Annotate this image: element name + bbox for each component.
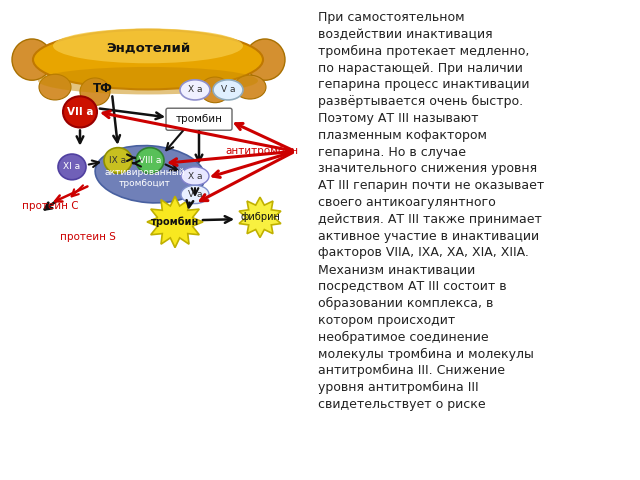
Text: X а: X а xyxy=(188,85,202,95)
Circle shape xyxy=(63,96,97,128)
Text: V а: V а xyxy=(221,85,236,95)
Ellipse shape xyxy=(213,80,243,100)
Text: VII а: VII а xyxy=(67,107,93,117)
Ellipse shape xyxy=(181,185,209,204)
Text: XI а: XI а xyxy=(63,162,81,171)
Ellipse shape xyxy=(180,80,210,100)
Ellipse shape xyxy=(12,39,52,80)
Ellipse shape xyxy=(33,30,263,89)
Text: активированный
тромбоцит: активированный тромбоцит xyxy=(105,168,186,188)
Text: протеин С: протеин С xyxy=(22,201,79,211)
Circle shape xyxy=(104,148,132,173)
FancyBboxPatch shape xyxy=(166,108,232,130)
Text: IX а: IX а xyxy=(109,156,127,165)
Text: ТФ: ТФ xyxy=(93,83,113,96)
Polygon shape xyxy=(239,197,281,238)
Text: тромбин: тромбин xyxy=(151,216,199,227)
Ellipse shape xyxy=(53,28,243,63)
Ellipse shape xyxy=(181,167,209,185)
Text: протеин S: протеин S xyxy=(60,232,116,241)
Text: X а: X а xyxy=(188,171,202,180)
Text: фибрин: фибрин xyxy=(240,212,280,222)
Text: тромбин: тромбин xyxy=(175,114,223,124)
Ellipse shape xyxy=(38,67,258,95)
Polygon shape xyxy=(147,196,203,248)
Text: антитромбин: антитромбин xyxy=(225,146,298,156)
Text: VIII а: VIII а xyxy=(139,156,161,165)
Text: При самостоятельном
воздействии инактивация
тромбина протекает медленно,
по нара: При самостоятельном воздействии инактива… xyxy=(318,11,544,411)
Ellipse shape xyxy=(80,78,110,106)
Ellipse shape xyxy=(234,75,266,99)
Ellipse shape xyxy=(39,74,71,100)
Text: Эндотелий: Эндотелий xyxy=(106,41,190,54)
Circle shape xyxy=(136,148,164,173)
Circle shape xyxy=(58,154,86,180)
Text: V а: V а xyxy=(188,190,202,199)
Ellipse shape xyxy=(95,145,205,203)
Ellipse shape xyxy=(245,39,285,80)
Ellipse shape xyxy=(200,77,230,103)
